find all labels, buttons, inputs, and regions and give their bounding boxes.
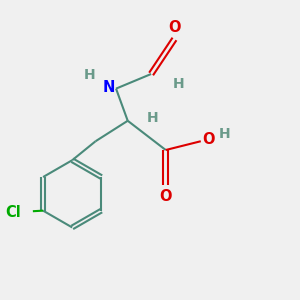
Text: O: O: [168, 20, 181, 34]
Text: H: H: [147, 111, 158, 125]
Text: H: H: [84, 68, 96, 83]
Text: Cl: Cl: [5, 205, 21, 220]
Text: H: H: [173, 77, 184, 91]
Text: O: O: [160, 190, 172, 205]
Text: O: O: [202, 132, 215, 147]
Text: N: N: [102, 80, 115, 95]
Text: H: H: [218, 127, 230, 141]
